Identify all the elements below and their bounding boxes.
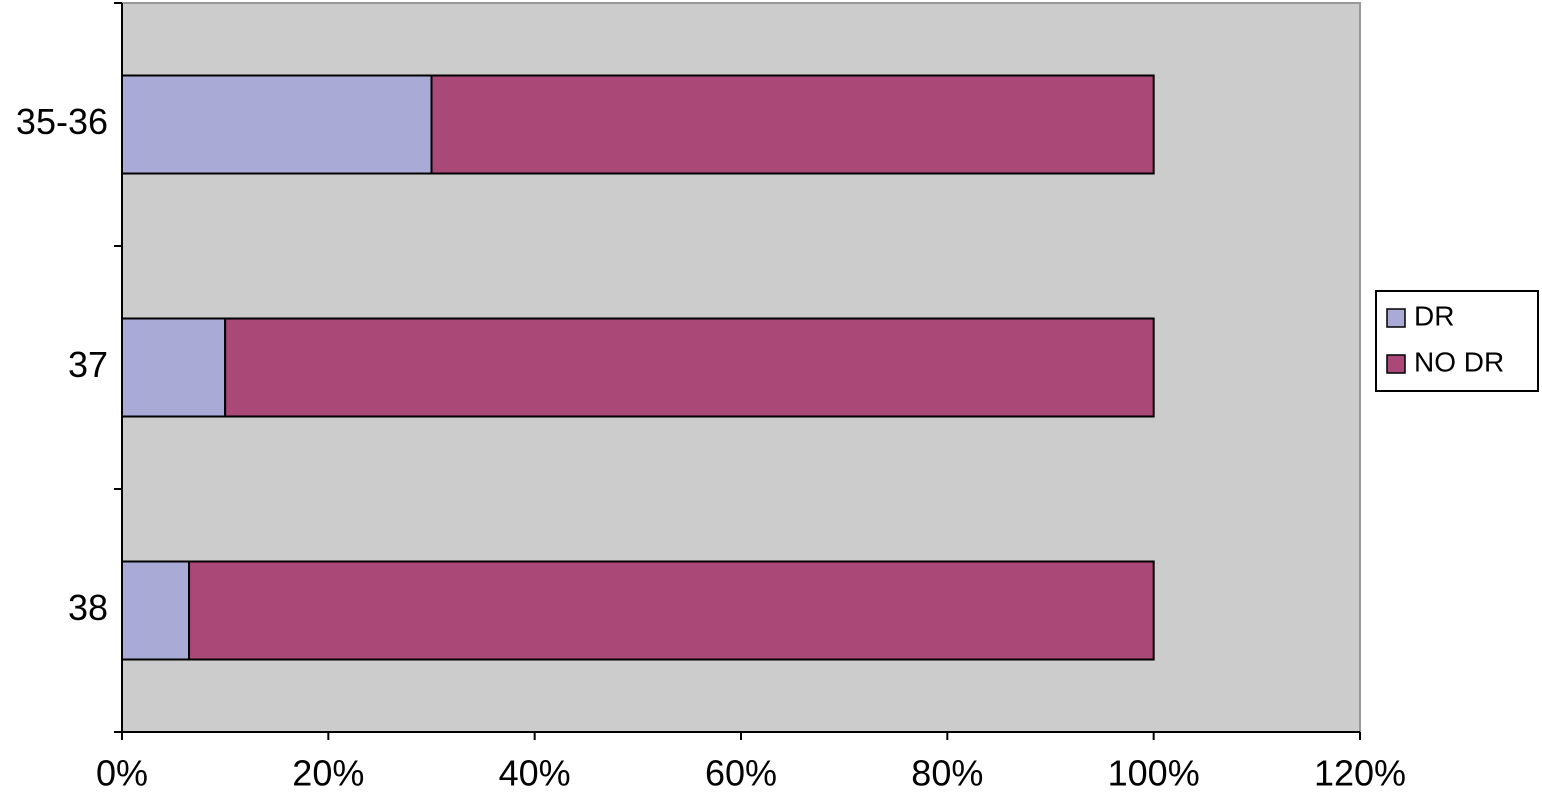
bar-segment [121, 74, 433, 175]
legend-box [1375, 290, 1539, 392]
bar-segment [430, 74, 1155, 175]
legend-swatch [1386, 308, 1406, 328]
x-tick-label: 40% [499, 753, 571, 794]
x-tick-label: 20% [292, 753, 364, 794]
legend-swatch [1386, 354, 1406, 374]
bar-segment [188, 560, 1155, 661]
y-tick-label: 37 [68, 344, 108, 385]
x-tick-label: 100% [1108, 753, 1200, 794]
bar-segment [121, 317, 227, 418]
legend: DR NO DR [1375, 290, 1539, 392]
bar-segment [121, 560, 191, 661]
y-tick-label: 35-36 [16, 101, 108, 142]
bar-segment [224, 317, 1155, 418]
x-tick-label: 80% [911, 753, 983, 794]
legend-label: NO DR [1414, 346, 1504, 377]
x-tick-label: 120% [1314, 753, 1406, 794]
x-tick-label: 0% [96, 753, 148, 794]
y-tick-label: 38 [68, 587, 108, 628]
legend-label: DR [1414, 300, 1454, 331]
x-tick-label: 60% [705, 753, 777, 794]
